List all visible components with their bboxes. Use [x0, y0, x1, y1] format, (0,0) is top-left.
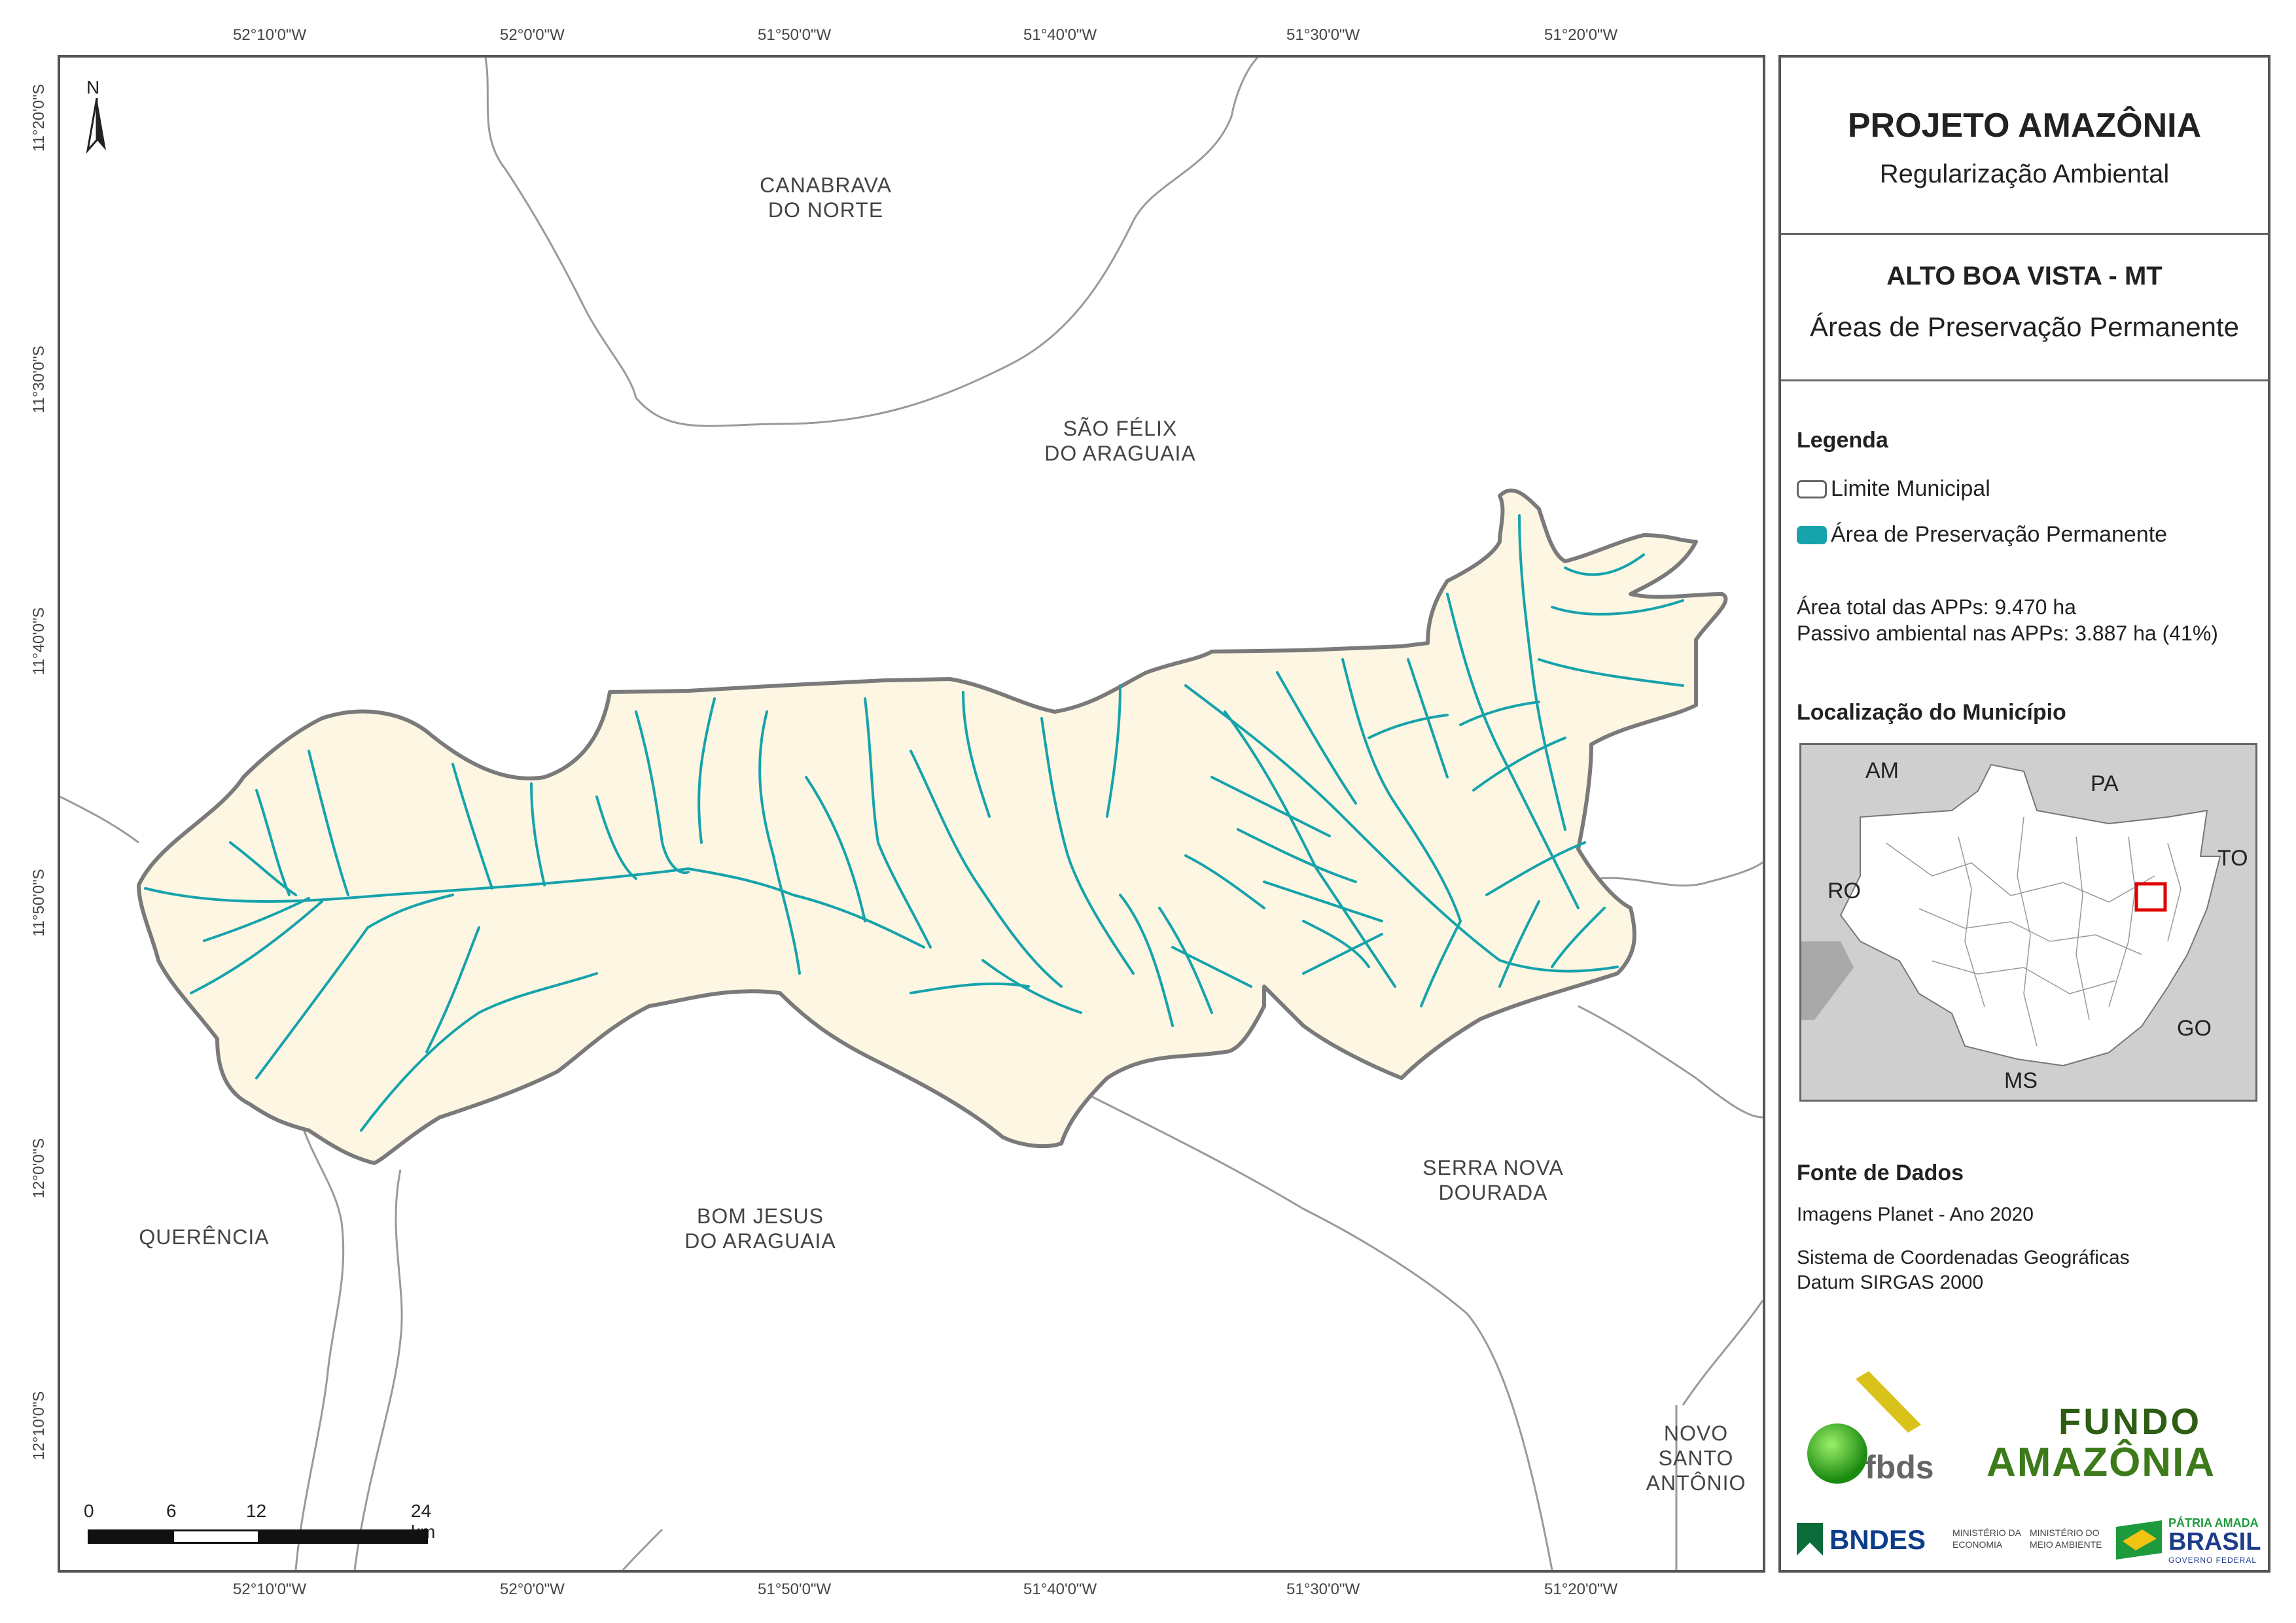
legend-title: Legenda: [1797, 428, 1888, 453]
stat-app-total: Área total das APPs: 9.470 ha: [1797, 595, 2076, 619]
coord-bottom-3: 51°50'0"W: [758, 1580, 832, 1598]
separator-1: [1781, 233, 2268, 235]
project-title: PROJETO AMAZÔNIA: [1847, 107, 2202, 145]
north-label: N: [86, 77, 100, 97]
scale-bar: 0 6 12 24 km: [84, 1501, 450, 1553]
app-network: [144, 514, 1684, 1132]
ministerio-meio-ambiente: MINISTÉRIO DO MEIO AMBIENTE: [2030, 1527, 2102, 1550]
legend-swatch-app: [1797, 526, 1827, 544]
label-novo-santo: NOVO SANTO ANTÔNIO: [1646, 1422, 1746, 1495]
side-panel: PROJETO AMAZÔNIA Regularização Ambiental…: [1778, 55, 2270, 1573]
coord-top-3: 51°50'0"W: [758, 26, 832, 44]
inset-label-to: TO: [2217, 846, 2248, 871]
coord-left-4: 11°50'0"S: [30, 869, 48, 937]
scale-tick-0: 0: [84, 1501, 94, 1521]
patria-amada-logo: PÁTRIA AMADA BRASIL GOVERNO FEDERAL: [2116, 1514, 2261, 1566]
inset-label-pa: PA: [2091, 771, 2119, 796]
label-sao-felix: SÃO FÉLIX DO ARAGUAIA: [1044, 417, 1196, 465]
coord-top-5: 51°30'0"W: [1286, 26, 1360, 44]
legend-label-app: Área de Preservação Permanente: [1831, 522, 2168, 547]
coord-left-3: 11°40'0"S: [30, 607, 48, 675]
label-bom-jesus: BOM JESUS DO ARAGUAIA: [684, 1204, 836, 1253]
municipality-title: ALTO BOA VISTA - MT: [1886, 262, 2163, 290]
amazonia-text: AMAZÔNIA: [1987, 1440, 2216, 1485]
theme-title: Áreas de Preservação Permanente: [1809, 311, 2240, 342]
source-line-3: Datum SIRGAS 2000: [1797, 1272, 1984, 1293]
municipality-polygon: [137, 488, 1728, 1165]
fbds-text: fbds: [1865, 1449, 1934, 1486]
inset-map: AM PA TO RO GO MS: [1799, 743, 2257, 1102]
inset-location-marker: [2134, 882, 2167, 912]
map-canvas: [60, 58, 1763, 1570]
location-title: Localização do Município: [1797, 700, 2066, 725]
bndes-text: BNDES: [1829, 1524, 1926, 1555]
bndes-logo: BNDES: [1797, 1520, 1941, 1560]
coord-top-6: 51°20'0"W: [1544, 26, 1618, 44]
north-arrow: N: [77, 77, 116, 156]
coord-left-5: 12°0'0"S: [30, 1138, 48, 1198]
brazil-flag-icon: [2116, 1520, 2162, 1560]
source-line-2: Sistema de Coordenadas Geográficas: [1797, 1247, 2130, 1268]
label-querencia: QUERÊNCIA: [139, 1225, 270, 1249]
coord-left-1: 11°20'0"S: [30, 84, 48, 152]
coord-bottom-4: 51°40'0"W: [1023, 1580, 1097, 1598]
source-line-1: Imagens Planet - Ano 2020: [1797, 1204, 2034, 1225]
coord-bottom-1: 52°10'0"W: [233, 1580, 307, 1598]
project-subtitle: Regularização Ambiental: [1879, 160, 2170, 188]
fbds-logo: fbds: [1797, 1369, 1954, 1486]
bndes-icon: [1797, 1523, 1823, 1556]
scale-tick-6: 6: [166, 1501, 177, 1521]
map-frame: N CANABRAVA DO NORTE SÃO FÉLIX DO ARAGUA…: [58, 55, 1765, 1573]
coord-bottom-2: 52°0'0"W: [500, 1580, 565, 1598]
scale-bar-graphic: [88, 1529, 428, 1544]
coord-top-1: 52°10'0"W: [233, 26, 307, 44]
ministerio-economia: MINISTÉRIO DA ECONOMIA: [1952, 1527, 2022, 1550]
coord-top-2: 52°0'0"W: [500, 26, 565, 44]
inset-label-am: AM: [1865, 758, 1899, 783]
source-title: Fonte de Dados: [1797, 1161, 1964, 1185]
separator-2: [1781, 379, 2268, 381]
stat-passivo: Passivo ambiental nas APPs: 3.887 ha (41…: [1797, 621, 2218, 645]
governo-federal-text: GOVERNO FEDERAL: [2168, 1556, 2257, 1565]
neighbor-boundaries: [60, 58, 1763, 1570]
inset-label-ms: MS: [2004, 1068, 2038, 1093]
inset-map-graphic: [1801, 763, 2221, 1067]
fbds-globe-icon: [1807, 1371, 1921, 1484]
brasil-text: BRASIL: [2168, 1528, 2261, 1556]
scale-tick-12: 12: [246, 1501, 267, 1521]
fundo-amazonia-logo: FUNDO AMAZÔNIA: [1987, 1400, 2255, 1485]
coord-left-2: 11°30'0"S: [30, 345, 48, 413]
label-canabrava: CANABRAVA DO NORTE: [760, 173, 892, 222]
patria-amada-text: PÁTRIA AMADA: [2168, 1516, 2259, 1529]
coord-bottom-6: 51°20'0"W: [1544, 1580, 1618, 1598]
coord-left-6: 12°10'0"S: [30, 1391, 48, 1460]
legend-label-limite: Limite Municipal: [1831, 476, 1990, 501]
label-serra-nova: SERRA NOVA DOURADA: [1422, 1156, 1564, 1204]
inset-label-go: GO: [2177, 1016, 2212, 1041]
coord-top-4: 51°40'0"W: [1023, 26, 1097, 44]
north-arrow-icon: [86, 98, 106, 154]
inset-label-ro: RO: [1828, 879, 1861, 903]
legend-swatch-limite: [1797, 480, 1827, 498]
fundo-text: FUNDO: [2058, 1401, 2202, 1442]
coord-bottom-5: 51°30'0"W: [1286, 1580, 1360, 1598]
